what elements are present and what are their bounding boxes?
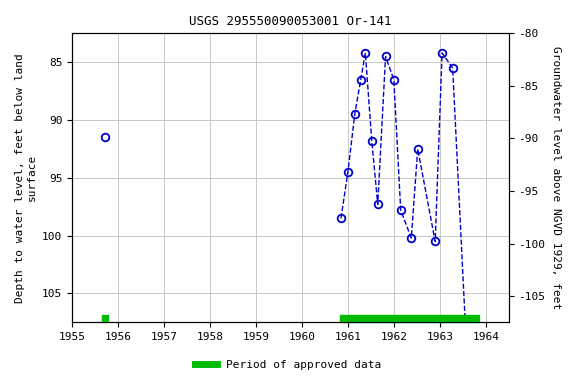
Title: USGS 295550090053001 Or-141: USGS 295550090053001 Or-141	[189, 15, 392, 28]
Legend: Period of approved data: Period of approved data	[191, 356, 385, 375]
Y-axis label: Groundwater level above NGVD 1929, feet: Groundwater level above NGVD 1929, feet	[551, 46, 561, 310]
Bar	[340, 315, 479, 323]
Bar	[102, 315, 108, 323]
Y-axis label: Depth to water level, feet below land
surface: Depth to water level, feet below land su…	[15, 53, 37, 303]
